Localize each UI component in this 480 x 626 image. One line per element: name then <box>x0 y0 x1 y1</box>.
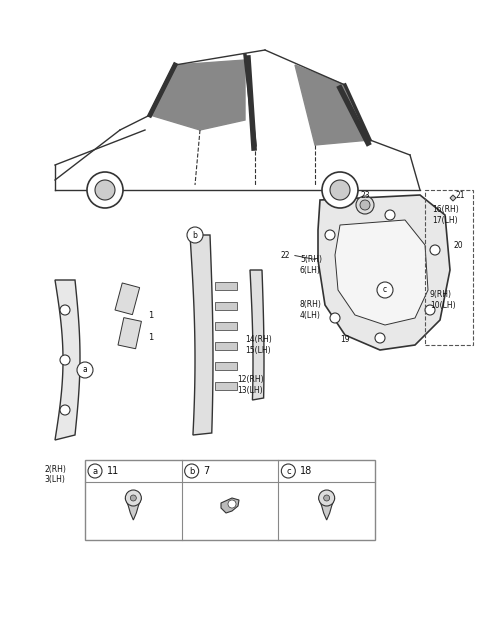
Bar <box>215 282 237 290</box>
Polygon shape <box>319 498 335 520</box>
Text: 18: 18 <box>300 466 312 476</box>
Bar <box>215 382 237 390</box>
Bar <box>215 362 237 370</box>
Circle shape <box>324 495 330 501</box>
Polygon shape <box>295 65 370 145</box>
Circle shape <box>330 313 340 323</box>
Polygon shape <box>250 270 264 400</box>
Polygon shape <box>150 60 245 130</box>
Circle shape <box>87 172 123 208</box>
Polygon shape <box>125 498 141 520</box>
Circle shape <box>330 180 350 200</box>
Text: 21: 21 <box>456 190 466 200</box>
Circle shape <box>281 464 295 478</box>
Circle shape <box>88 464 102 478</box>
Text: 8(RH)
4(LH): 8(RH) 4(LH) <box>300 300 322 320</box>
Bar <box>425 190 473 345</box>
Circle shape <box>360 200 370 210</box>
Circle shape <box>95 180 115 200</box>
Text: c: c <box>383 285 387 294</box>
Circle shape <box>377 282 393 298</box>
Text: 7: 7 <box>204 466 210 476</box>
Circle shape <box>131 495 136 501</box>
Circle shape <box>385 210 395 220</box>
Bar <box>118 317 142 349</box>
Circle shape <box>375 333 385 343</box>
Circle shape <box>125 490 141 506</box>
Text: 23: 23 <box>360 191 370 200</box>
Text: 11: 11 <box>107 466 119 476</box>
Text: c: c <box>286 466 291 476</box>
Polygon shape <box>190 235 213 435</box>
Circle shape <box>187 227 203 243</box>
Text: 14(RH)
15(LH): 14(RH) 15(LH) <box>245 336 272 355</box>
Polygon shape <box>221 498 239 513</box>
Text: 1: 1 <box>148 310 153 319</box>
Polygon shape <box>318 195 450 350</box>
Bar <box>85 460 375 540</box>
Text: b: b <box>192 230 197 240</box>
Text: 12(RH)
13(LH): 12(RH) 13(LH) <box>237 376 264 395</box>
Circle shape <box>228 500 236 508</box>
Circle shape <box>60 405 70 415</box>
Text: 19: 19 <box>340 335 350 344</box>
Circle shape <box>322 172 358 208</box>
Text: a: a <box>83 366 87 374</box>
Circle shape <box>185 464 199 478</box>
Circle shape <box>319 490 335 506</box>
Text: b: b <box>189 466 194 476</box>
Text: 9(RH)
10(LH): 9(RH) 10(LH) <box>430 290 456 310</box>
Bar <box>215 322 237 330</box>
Circle shape <box>425 305 435 315</box>
Polygon shape <box>450 195 456 201</box>
Bar <box>215 302 237 310</box>
Text: 1: 1 <box>148 334 153 342</box>
Text: 2(RH)
3(LH): 2(RH) 3(LH) <box>44 465 66 485</box>
Polygon shape <box>55 280 80 440</box>
Circle shape <box>60 355 70 365</box>
Text: 22: 22 <box>280 250 290 260</box>
Polygon shape <box>335 220 428 325</box>
Text: 16(RH)
17(LH): 16(RH) 17(LH) <box>432 205 459 225</box>
Circle shape <box>60 305 70 315</box>
Circle shape <box>77 362 93 378</box>
Text: a: a <box>93 466 97 476</box>
Circle shape <box>430 245 440 255</box>
Bar <box>215 342 237 350</box>
Circle shape <box>356 196 374 214</box>
Bar <box>115 283 140 315</box>
Circle shape <box>325 230 335 240</box>
Text: 5(RH)
6(LH): 5(RH) 6(LH) <box>300 255 322 275</box>
Text: 20: 20 <box>453 240 463 250</box>
